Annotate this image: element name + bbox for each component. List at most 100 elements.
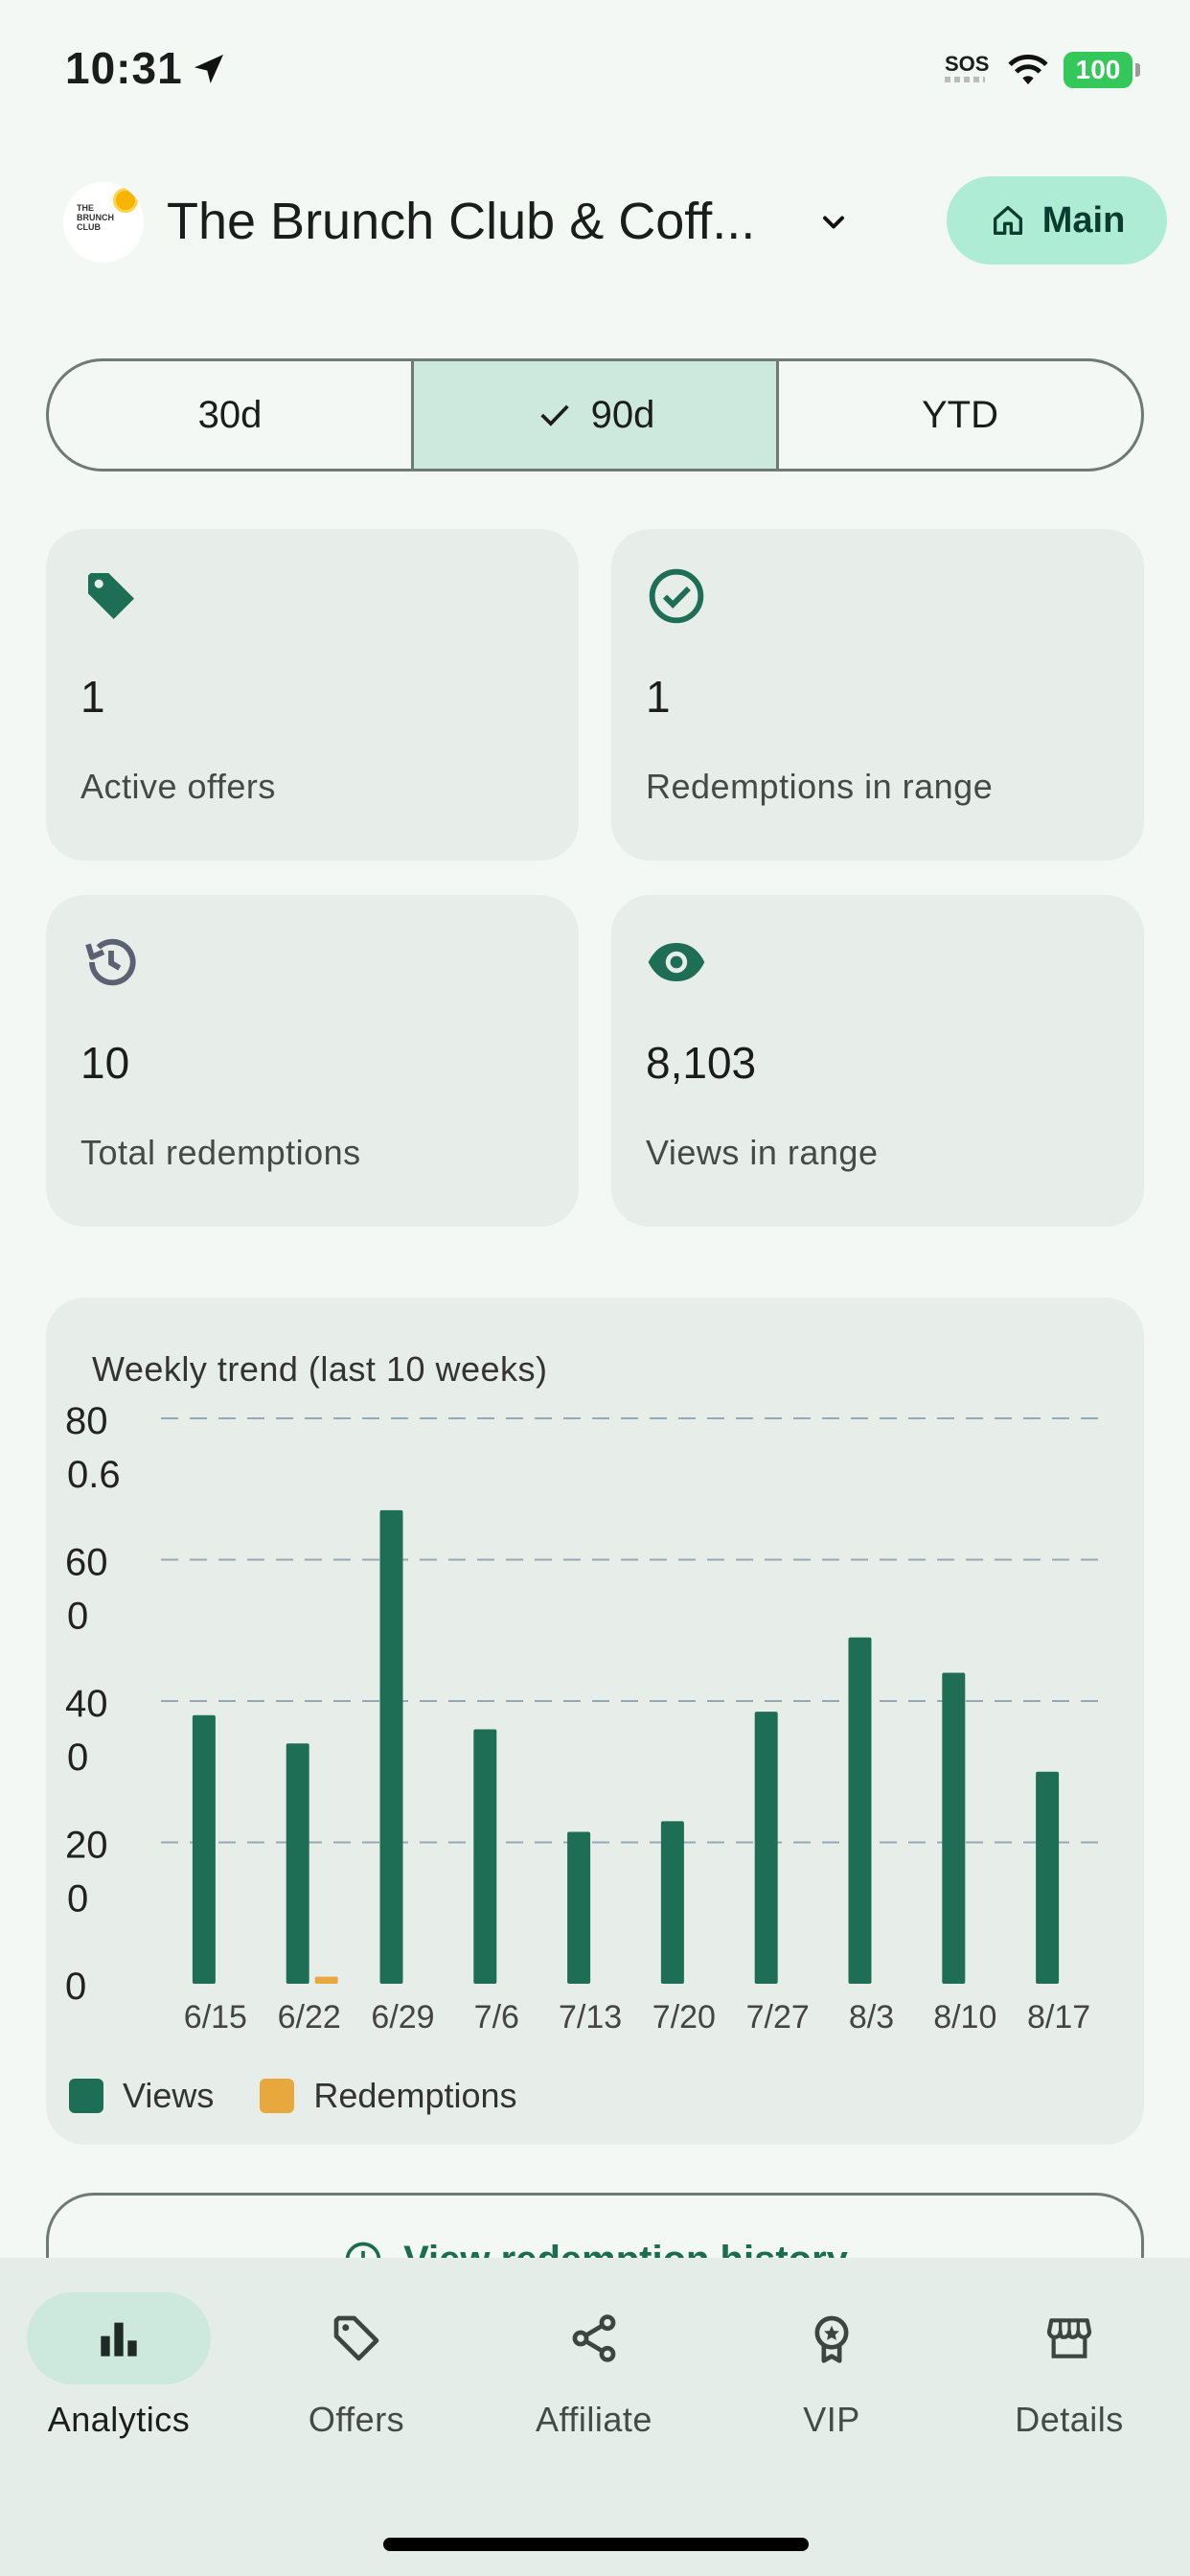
bar-views <box>286 1743 309 1984</box>
x-tick-label: 8/3 <box>849 1999 894 2036</box>
stat-value: 1 <box>80 672 105 722</box>
legend-item-redemptions: Redemptions <box>260 2076 517 2116</box>
y-tick-label: 0 <box>65 1966 86 2008</box>
y-tick-label-overlap: 0 <box>67 1596 88 1638</box>
x-tick-label: 6/29 <box>371 1999 434 2036</box>
stat-value: 8,103 <box>646 1038 757 1088</box>
nav-item-vip[interactable]: VIP <box>713 2292 950 2440</box>
nav-item-offers[interactable]: Offers <box>238 2292 475 2440</box>
logo-wordmark: THE BRUNCH CLUB <box>77 203 114 232</box>
bottom-navigation: Analytics Offers Affiliate <box>0 2258 1190 2576</box>
x-tick-label: 6/15 <box>184 1999 247 2036</box>
main-button-label: Main <box>1041 199 1126 241</box>
bar-views <box>1036 1771 1060 1984</box>
bar-redemptions <box>314 1976 338 1984</box>
badge-icon <box>814 2315 849 2363</box>
legend-item-views: Views <box>69 2076 214 2116</box>
nav-pill <box>264 2292 448 2384</box>
chart-title: Weekly trend (last 10 weeks) <box>92 1349 548 1389</box>
weekly-trend-chart: 80 60 40 20 0 0.6 0 0 0 6/15 6/22 6/29 7/6 7/13 7/20 7/… <box>65 1400 1098 2036</box>
range-option-ytd[interactable]: YTD <box>776 361 1141 469</box>
x-tick-label: 7/27 <box>746 1999 810 2036</box>
nav-label: VIP <box>803 2400 860 2439</box>
bar-views <box>942 1672 966 1984</box>
bar-views <box>660 1821 684 1984</box>
location-arrow-icon <box>195 55 223 83</box>
x-tick-label: 7/6 <box>474 1999 519 2036</box>
stat-label: Active offers <box>80 767 276 806</box>
main-location-button[interactable]: Main <box>947 176 1167 264</box>
bar-chart-icon <box>101 2322 137 2357</box>
nav-pill <box>27 2292 211 2384</box>
bar-views <box>754 1712 778 1984</box>
bar-views <box>379 1509 403 1984</box>
bar-views <box>848 1637 872 1984</box>
nav-pill <box>502 2292 686 2384</box>
stat-label: Redemptions in range <box>646 767 994 806</box>
y-tick-label: 60 <box>65 1542 108 1584</box>
wifi-icon <box>1008 54 1048 85</box>
chevron-down-icon[interactable] <box>816 205 851 240</box>
range-option-label: 30d <box>197 393 263 436</box>
share-icon <box>572 2314 616 2362</box>
home-indicator <box>383 2538 809 2551</box>
storefront-icon <box>1046 2318 1092 2358</box>
check-circle-icon <box>649 568 704 624</box>
legend-swatch-redemptions <box>260 2079 295 2113</box>
x-tick-label: 7/13 <box>559 1999 622 2036</box>
checkmark-icon <box>539 404 569 426</box>
business-logo: THE BRUNCH CLUB <box>63 182 144 263</box>
stat-value: 10 <box>80 1038 130 1088</box>
nav-label: Affiliate <box>536 2400 652 2439</box>
nav-item-details[interactable]: Details <box>950 2292 1188 2440</box>
sos-indicator: SOS <box>945 52 990 76</box>
tag-outline-icon <box>333 2315 379 2361</box>
stat-card-views-in-range: 8,103 Views in range <box>611 895 1144 1227</box>
stat-label: Views in range <box>646 1133 879 1172</box>
battery-tip <box>1135 63 1140 77</box>
x-tick-label: 7/20 <box>652 1999 716 2036</box>
tag-icon <box>88 573 134 619</box>
range-option-label: 90d <box>590 393 655 436</box>
x-tick-label: 8/10 <box>933 1999 996 2036</box>
status-time: 10:31 <box>65 43 183 93</box>
business-name[interactable]: The Brunch Club & Coff... <box>167 193 756 250</box>
legend-swatch-views <box>69 2079 103 2113</box>
nav-item-affiliate[interactable]: Affiliate <box>475 2292 713 2440</box>
bar-views <box>473 1729 497 1984</box>
status-bar: 10:31 SOS 100 <box>0 0 1190 144</box>
stat-label: Total redemptions <box>80 1133 361 1172</box>
chart-legend: Views Redemptions <box>69 2076 517 2116</box>
nav-label: Analytics <box>47 2400 191 2439</box>
nav-pill <box>740 2292 924 2384</box>
legend-label: Views <box>123 2076 215 2115</box>
x-tick-label: 8/17 <box>1027 1999 1090 2036</box>
stat-card-total-redemptions: 10 Total redemptions <box>46 895 579 1227</box>
business-header: THE BRUNCH CLUB The Brunch Club & Coff... … <box>0 172 1190 268</box>
range-option-90d[interactable]: 90d <box>411 361 776 469</box>
y-tick-label: 80 <box>65 1400 108 1442</box>
nav-label: Details <box>1015 2400 1124 2439</box>
weekly-trend-chart-card: 80 60 40 20 0 0.6 0 0 0 6/15 6/22 6/29 7/6 7/13 7/20 7/… <box>46 1298 1144 2145</box>
y-tick-label-overlap: 0 <box>67 1878 88 1920</box>
y-tick-label-overlap: 0 <box>67 1736 88 1779</box>
bar-views <box>192 1714 216 1984</box>
nav-pill <box>977 2292 1161 2384</box>
eye-icon <box>648 943 705 981</box>
bar-views <box>567 1831 591 1984</box>
x-tick-label: 6/22 <box>278 1999 341 2036</box>
history-icon <box>85 938 136 986</box>
signal-dots <box>945 77 985 82</box>
home-icon <box>993 206 1022 235</box>
range-option-30d[interactable]: 30d <box>49 361 411 469</box>
y-tick-label-overlap: 0.6 <box>67 1454 121 1496</box>
nav-label: Offers <box>308 2400 405 2439</box>
stat-card-redemptions-in-range: 1 Redemptions in range <box>611 529 1144 861</box>
battery-indicator: 100 <box>1064 52 1133 88</box>
nav-item-analytics[interactable]: Analytics <box>0 2292 238 2440</box>
range-option-label: YTD <box>922 393 998 436</box>
y-tick-label: 20 <box>65 1825 108 1867</box>
y-tick-label: 40 <box>65 1683 108 1725</box>
legend-label: Redemptions <box>313 2076 517 2115</box>
stat-value: 1 <box>646 672 671 722</box>
